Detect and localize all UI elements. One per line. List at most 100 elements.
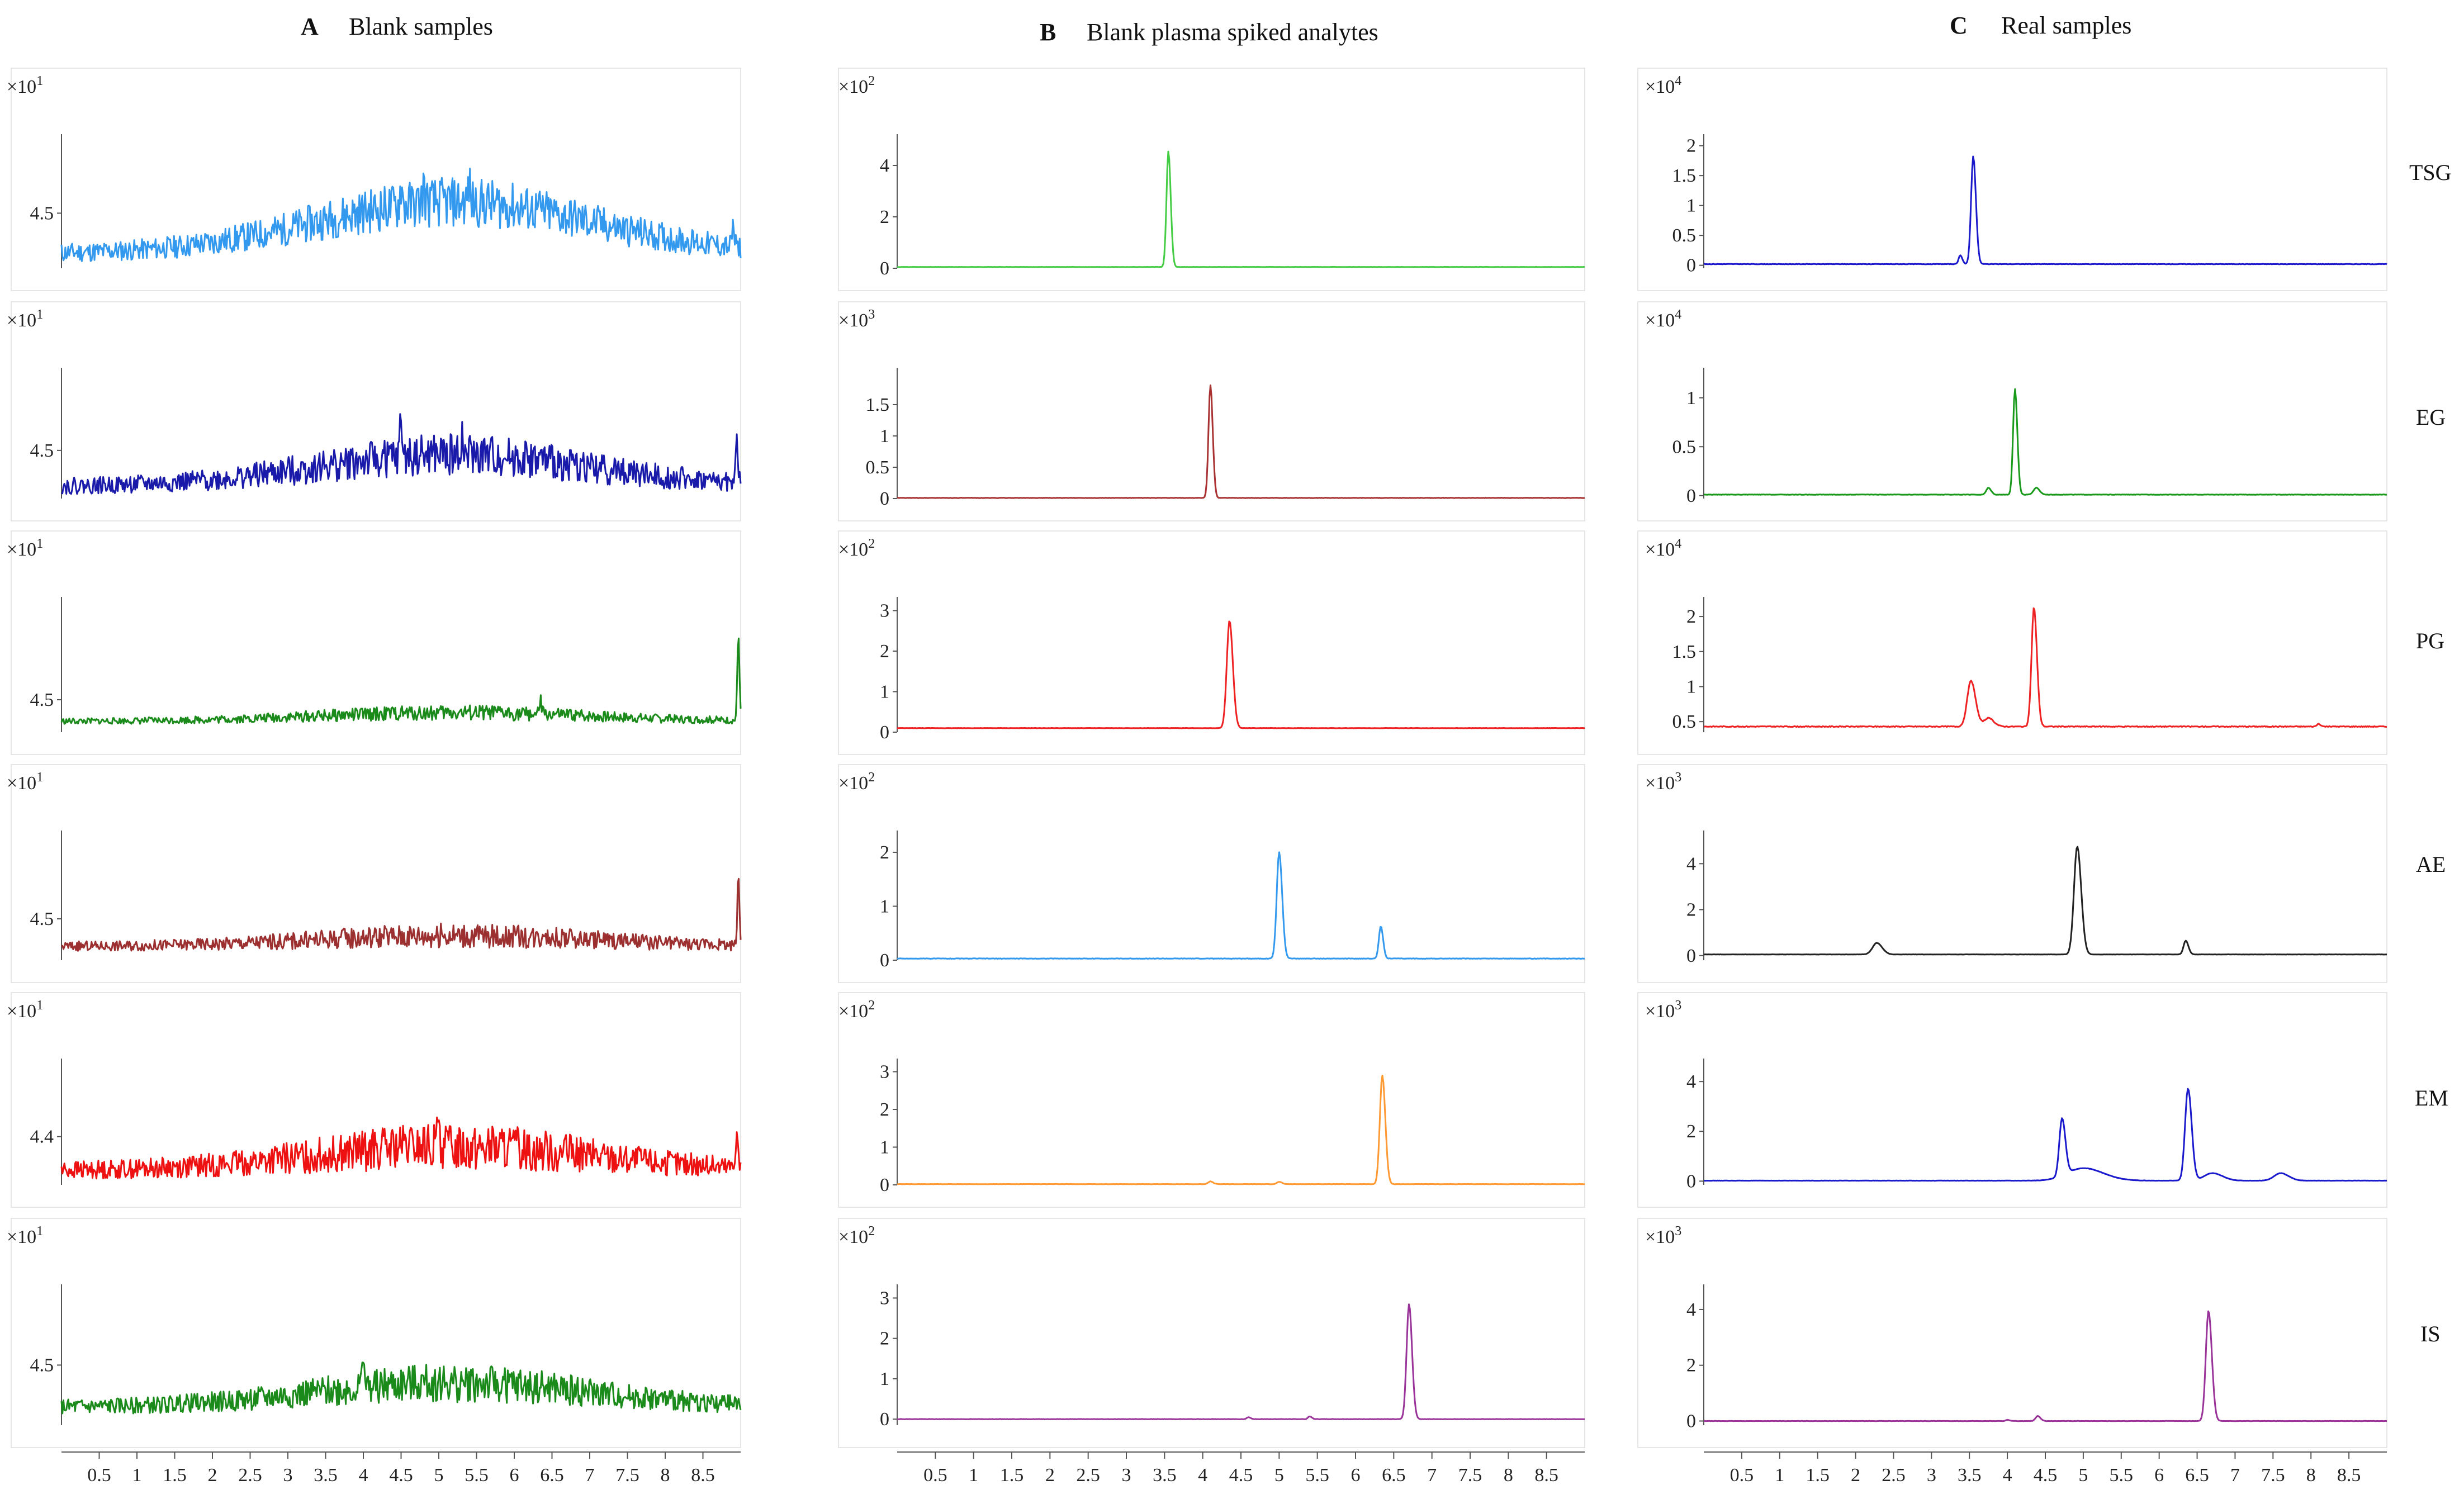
y-tick-label: 1 [1686,388,1696,409]
y-scale-exponent-label: ×101 [7,770,43,794]
panel-b-eg: ×103 0 0.5 1 1.5 [838,301,1585,521]
exponent-base: ×10 [838,1001,868,1022]
panel-c-em: ×103 0 2 4 [1637,992,2387,1208]
exponent-base: ×10 [838,539,868,560]
row-label-tsg: TSG [2409,160,2452,185]
exponent-power: 1 [36,998,43,1013]
x-tick-label: 4.5 [389,1465,413,1486]
y-scale-exponent-label: ×104 [1645,537,1681,560]
y-tick-label: 2 [1686,1355,1696,1376]
y-tick-label: 0 [1686,255,1696,276]
x-tick-label: 8 [661,1465,670,1486]
x-tick-label: 5.5 [465,1465,489,1486]
exponent-base: ×10 [7,1227,36,1247]
x-axis-col-1: 0.5 1 1.5 2 2.5 3 3.5 4 4.5 5 5.5 6 6.5 7 7.5 8 8.5 [897,1451,1585,1486]
y-scale-exponent-label: ×102 [838,537,875,560]
panel-c-is: ×103 0 2 4 [1637,1218,2387,1448]
x-tick-label: 0.5 [923,1465,947,1486]
series-line-c-pg [1703,607,2387,728]
panel-a-eg: ×101 4.5 [7,301,742,521]
y-scale-exponent-label: ×101 [7,537,43,560]
panel-frame [1637,301,2387,521]
y-scale-exponent-label: ×104 [1645,74,1681,97]
panel-c-ae: ×103 0 2 4 [1637,764,2387,983]
y-tick-label: 1 [880,1369,889,1389]
y-tick-label: 0 [880,1409,889,1430]
column-letter-b: B [1040,18,1056,46]
y-tick-label: 0.5 [1672,225,1697,246]
x-tick-label: 8.5 [1534,1465,1558,1486]
y-scale-exponent-label: ×102 [838,1224,875,1247]
y-tick-label: 2 [880,1329,889,1349]
panel-frame [1637,68,2387,291]
y-tick-label: 4 [1686,853,1696,874]
exponent-base: ×10 [1645,310,1675,331]
panel-frame [1637,764,2387,983]
y-tick-label: 0 [880,488,889,509]
y-tick-label: 1 [880,1137,889,1158]
y-tick-label: 1.5 [1672,642,1697,662]
panel-frame [1637,992,2387,1208]
exponent-power: 4 [1675,307,1681,322]
x-tick-label: 8.5 [2337,1465,2361,1486]
exponent-base: ×10 [1645,773,1675,794]
exponent-power: 1 [36,770,43,785]
exponent-base: ×10 [838,77,868,97]
y-scale-exponent-label: ×103 [1645,998,1681,1022]
y-tick-label: 0 [880,1175,889,1195]
exponent-power: 2 [868,74,875,88]
y-tick-label: 0 [1686,1171,1696,1192]
x-tick-label: 6.5 [2185,1465,2209,1486]
panel-frame [11,301,741,521]
panel-frame [11,530,741,755]
x-tick-label: 1 [1775,1465,1784,1486]
x-tick-label: 6 [510,1465,519,1486]
series-line-c-ae [1703,846,2387,956]
x-tick-label: 0.5 [87,1465,111,1486]
y-tick-label: 2 [880,207,889,227]
y-tick-label: 4 [880,155,889,176]
y-tick-label: 1.5 [866,395,890,415]
panel-c-eg: ×104 0 0.5 1 [1637,301,2387,521]
y-tick-label: 0 [1686,946,1696,966]
y-tick-label: 2 [1686,900,1696,921]
exponent-power: 2 [868,537,875,551]
y-scale-exponent-label: ×103 [1645,770,1681,794]
y-tick-label: 0.5 [1672,711,1697,732]
x-tick-label: 7.5 [615,1465,639,1486]
exponent-power: 1 [36,307,43,322]
x-tick-label: 1.5 [1806,1465,1830,1486]
y-tick-label: 4 [1686,1299,1696,1320]
y-tick-label: 4.5 [30,1355,54,1375]
panel-frame [11,992,741,1208]
exponent-base: ×10 [7,539,36,560]
exponent-base: ×10 [1645,1227,1675,1247]
y-tick-label: 2 [880,1099,889,1120]
x-tick-label: 7 [2230,1465,2240,1486]
x-tick-label: 3.5 [1153,1465,1177,1486]
exponent-power: 2 [868,1224,875,1239]
x-tick-label: 2 [1045,1465,1055,1486]
y-tick-label: 4.5 [30,203,54,224]
x-tick-label: 4.5 [1229,1465,1253,1486]
x-tick-label: 2 [1851,1465,1860,1486]
x-tick-label: 1 [132,1465,142,1486]
y-tick-label: 0.5 [1672,437,1697,457]
x-tick-label: 5 [434,1465,444,1486]
y-scale-exponent-label: ×101 [7,307,43,331]
y-tick-label: 2 [1686,1121,1696,1142]
exponent-base: ×10 [838,773,868,794]
panels-layer: ×1014.5×1014.5×1014.5×1014.5×1014.4×1014… [7,68,2387,1448]
exponent-power: 1 [36,1224,43,1239]
panel-frame [838,992,1585,1208]
y-tick-label: 3 [880,601,889,621]
panel-frame [1637,1218,2387,1448]
x-tick-label: 8 [2306,1465,2316,1486]
y-tick-label: 1 [1686,196,1696,216]
exponent-base: ×10 [7,1001,36,1022]
y-tick-label: 4.4 [30,1127,54,1147]
series-line-a-eg [61,413,742,495]
